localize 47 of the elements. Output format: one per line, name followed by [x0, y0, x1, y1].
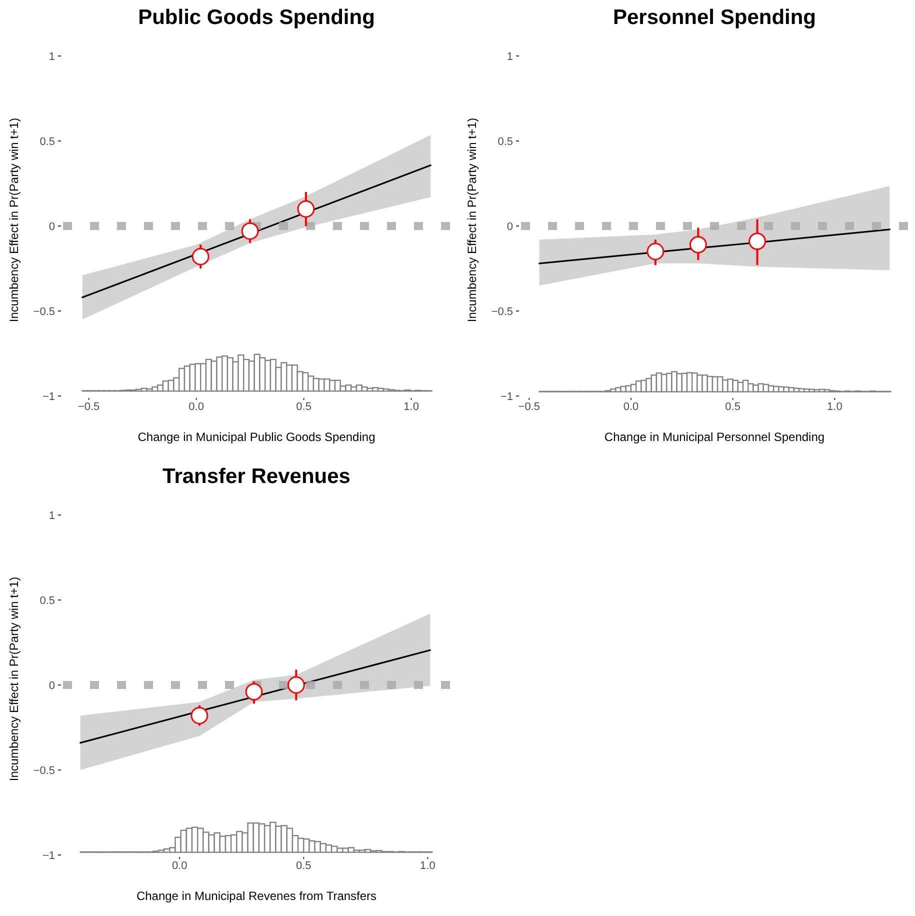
- y-tick-label: −0.5: [33, 306, 55, 318]
- chart-title: Public Goods Spending: [138, 6, 375, 29]
- x-tick-label: 0.5: [296, 860, 312, 872]
- y-tick-label: 0: [506, 220, 513, 233]
- line-series: [80, 649, 431, 744]
- point: [287, 676, 305, 694]
- x-tick-label: 0.0: [623, 400, 639, 413]
- line-series: [82, 164, 432, 298]
- y-tick-label: −1: [42, 850, 55, 862]
- x-axis-title: Change in Municipal Personnel Spending: [604, 430, 825, 444]
- x-tick-label: 1.0: [827, 400, 842, 413]
- x-tick-label: 0.5: [296, 400, 312, 413]
- x-axis-title: Change in Municipal Revenes from Transfers: [136, 889, 377, 903]
- point: [646, 242, 664, 260]
- y-tick-label: 0.5: [40, 594, 55, 607]
- point: [190, 706, 208, 724]
- y-tick-label: 1: [48, 510, 55, 522]
- point: [241, 222, 259, 240]
- x-tick-label: 0.0: [172, 860, 188, 872]
- y-tick-label: 0: [48, 680, 55, 692]
- y-tick-label: 1: [48, 50, 55, 63]
- y-tick-label: −0.5: [491, 306, 513, 318]
- x-tick-label: 1.0: [420, 860, 436, 872]
- y-tick-label: 0.5: [40, 136, 55, 148]
- y-tick-label: 0: [48, 220, 55, 233]
- line-series: [538, 228, 890, 264]
- y-tick-label: −1: [42, 390, 55, 403]
- y-tick-label: 1: [506, 50, 513, 63]
- x-tick-label: −0.5: [78, 400, 100, 413]
- y-axis-title: Incumbency Effect in Pr(Party win t+1): [465, 118, 479, 322]
- y-axis-title: Incumbency Effect in Pr(Party win t+1): [7, 576, 21, 782]
- y-tick-label: −1: [500, 390, 513, 403]
- x-tick-label: −0.5: [518, 400, 540, 413]
- point: [297, 200, 315, 218]
- chart-title: Transfer Revenues: [162, 465, 350, 488]
- x-axis-title: Change in Municipal Public Goods Spending: [138, 430, 376, 444]
- point: [748, 232, 766, 250]
- chart-title: Personnel Spending: [612, 6, 816, 29]
- x-tick-label: 1.0: [404, 400, 419, 413]
- point: [245, 683, 263, 701]
- y-axis-title: Incumbency Effect in Pr(Party win t+1): [7, 118, 21, 322]
- point: [689, 236, 707, 254]
- x-tick-label: 0.0: [188, 400, 204, 413]
- x-tick-label: 0.5: [725, 400, 740, 413]
- point: [192, 248, 210, 266]
- y-tick-label: 0.5: [498, 136, 513, 148]
- y-tick-label: −0.5: [33, 764, 55, 777]
